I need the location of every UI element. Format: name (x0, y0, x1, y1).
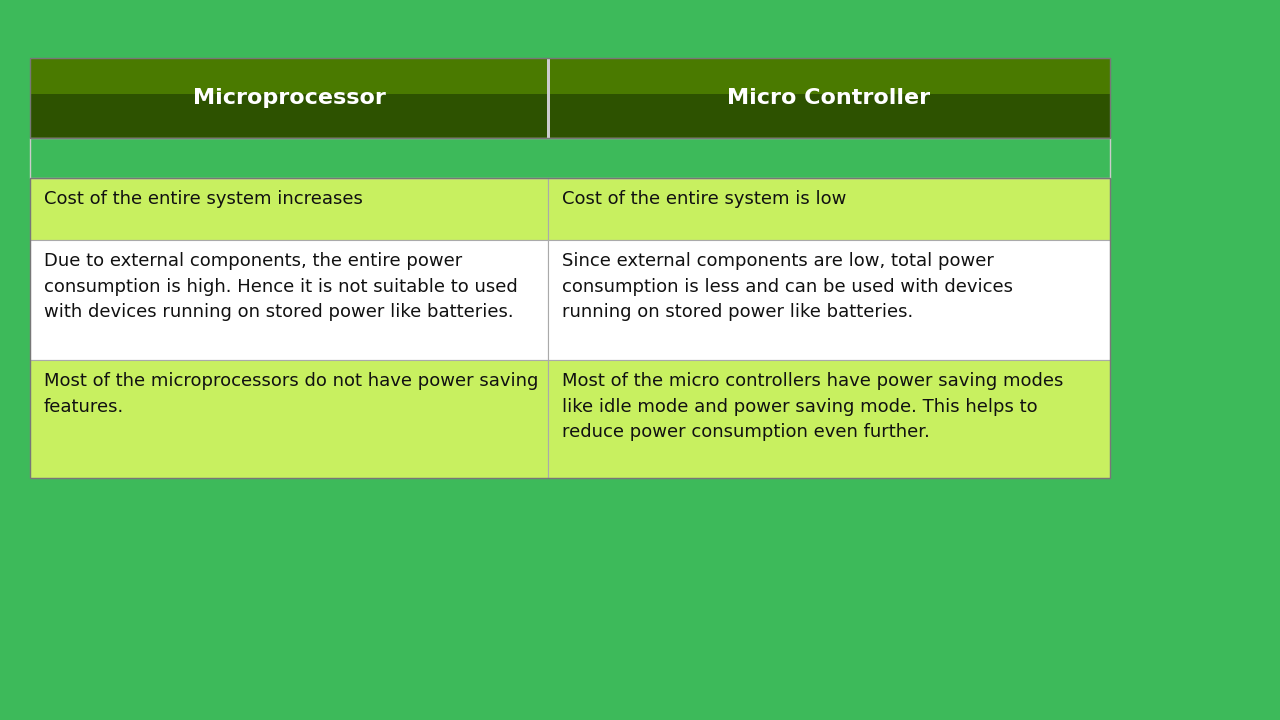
Text: Most of the micro controllers have power saving modes
like idle mode and power s: Most of the micro controllers have power… (562, 372, 1064, 441)
Text: Since external components are low, total power
consumption is less and can be us: Since external components are low, total… (562, 252, 1012, 321)
Text: Most of the microprocessors do not have power saving
features.: Most of the microprocessors do not have … (44, 372, 539, 415)
Text: Micro Controller: Micro Controller (727, 88, 931, 108)
Text: Microprocessor: Microprocessor (192, 88, 385, 108)
Text: Due to external components, the entire power
consumption is high. Hence it is no: Due to external components, the entire p… (44, 252, 517, 321)
Text: Cost of the entire system is low: Cost of the entire system is low (562, 190, 846, 208)
Text: Cost of the entire system increases: Cost of the entire system increases (44, 190, 362, 208)
